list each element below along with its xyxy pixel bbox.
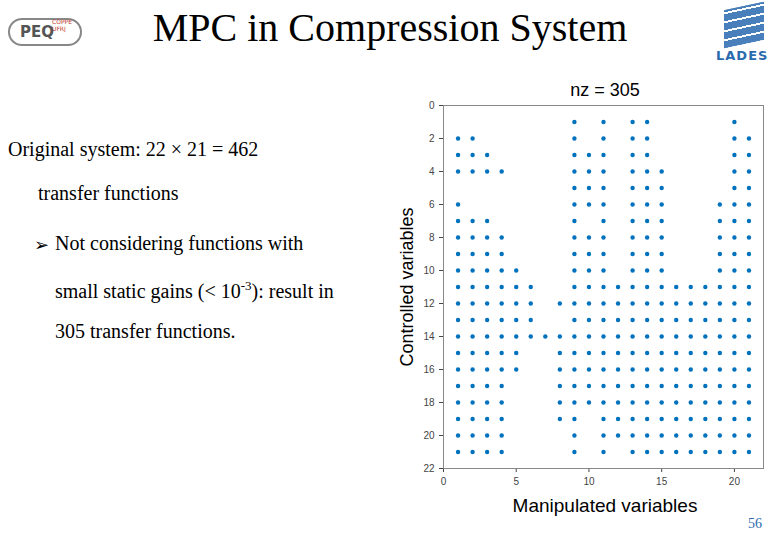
svg-text:8: 8 (429, 232, 435, 243)
html-text:MPC in Compression System: MPC in Compression System (152, 5, 628, 50)
svg-text:15: 15 (656, 476, 668, 487)
svg-text:20: 20 (423, 430, 435, 441)
html-text:transfer functions: transfer functions (38, 182, 179, 204)
html-text:305 transfer functions.: 305 transfer functions. (55, 320, 236, 342)
html-text:PEQ: PEQ (20, 23, 54, 41)
svg-text:0: 0 (441, 476, 447, 487)
svg-text:22: 22 (423, 463, 435, 474)
html-text:Original system: 22 × 21 = 462: Original system: 22 × 21 = 462 (8, 138, 259, 160)
html-text:Manipulated variables: Manipulated variables (512, 495, 698, 516)
html-text:COPPE UFRJ: COPPE UFRJ (52, 18, 72, 32)
svg-text:2: 2 (429, 133, 435, 144)
svg-text:20: 20 (729, 476, 741, 487)
html-text:➢ Not considering functions wi: ➢ Not considering functions with (34, 232, 304, 255)
svg-text:12: 12 (423, 298, 435, 309)
html-text:LADES: LADES (716, 48, 769, 63)
svg-text:5: 5 (513, 476, 519, 487)
svg-text:10: 10 (583, 476, 595, 487)
svg-text:4: 4 (429, 166, 435, 177)
svg-text:16: 16 (423, 364, 435, 375)
html-text:56: 56 (748, 516, 762, 531)
svg-text:14: 14 (423, 331, 435, 342)
svg-text:10: 10 (423, 265, 435, 276)
html-text:Controlled variables: Controlled variables (397, 207, 417, 367)
svg-text:18: 18 (423, 397, 435, 408)
html-text:small static gains (< 10-3): r: small static gains (< 10-3): result in (55, 278, 334, 302)
html-text:nz = 305: nz = 305 (570, 80, 640, 100)
svg-text:6: 6 (429, 199, 435, 210)
svg-text:0: 0 (429, 100, 435, 111)
